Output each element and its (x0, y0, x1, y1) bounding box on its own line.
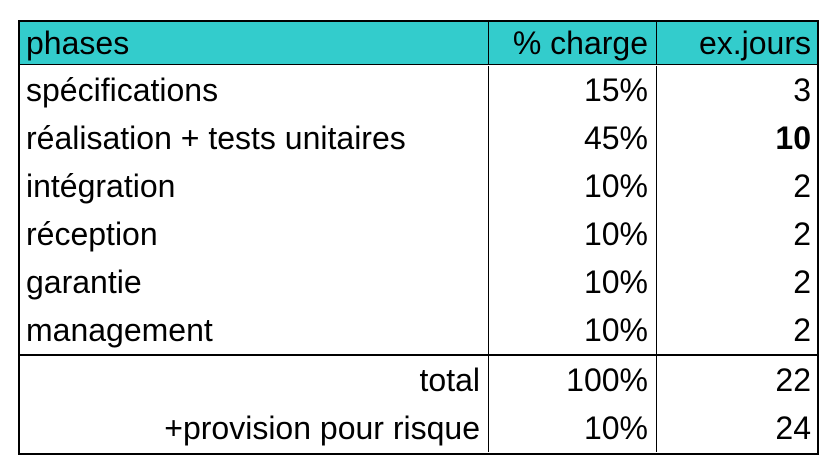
table-row: réalisation + tests unitaires 45% 10 (20, 114, 817, 162)
table-row: management 10% 2 (20, 306, 817, 354)
header-charge[interactable]: % charge (489, 22, 657, 64)
header-row: phases % charge ex.jours (20, 22, 817, 65)
charge-cell[interactable]: 10% (489, 162, 657, 210)
total-row: total 100% 22 (20, 356, 817, 404)
header-phases[interactable]: phases (20, 22, 489, 64)
total-charge[interactable]: 100% (489, 356, 657, 404)
phase-cell[interactable]: garantie (20, 258, 489, 306)
provision-label[interactable]: +provision pour risque (20, 404, 489, 452)
jours-cell[interactable]: 2 (793, 264, 811, 300)
charge-cell[interactable]: 10% (489, 210, 657, 258)
charge-cell[interactable]: 10% (489, 258, 657, 306)
phase-cell[interactable]: réception (20, 210, 489, 258)
jours-cell[interactable]: 2 (793, 312, 811, 348)
phase-cell[interactable]: réalisation + tests unitaires (20, 114, 489, 162)
total-separator (20, 354, 817, 356)
provision-row: +provision pour risque 10% 24 (20, 404, 817, 452)
provision-jours[interactable]: 24 (775, 410, 811, 446)
phase-cell[interactable]: intégration (20, 162, 489, 210)
table-row: réception 10% 2 (20, 210, 817, 258)
provision-charge[interactable]: 10% (489, 404, 657, 452)
total-label[interactable]: total (20, 356, 489, 404)
table-row: garantie 10% 2 (20, 258, 817, 306)
phases-table: phases % charge ex.jours spécifications … (18, 20, 819, 455)
jours-cell[interactable]: 2 (793, 168, 811, 204)
header-jours[interactable]: ex.jours (698, 25, 811, 61)
jours-cell[interactable]: 2 (793, 216, 811, 252)
phase-cell[interactable]: spécifications (20, 66, 489, 114)
total-jours[interactable]: 22 (775, 362, 811, 398)
charge-cell[interactable]: 10% (489, 306, 657, 354)
phase-cell[interactable]: management (20, 306, 489, 354)
jours-cell[interactable]: 3 (793, 72, 811, 108)
jours-cell[interactable]: 10 (775, 120, 811, 156)
charge-cell[interactable]: 45% (489, 114, 657, 162)
table-row: intégration 10% 2 (20, 162, 817, 210)
charge-cell[interactable]: 15% (489, 66, 657, 114)
table-row: spécifications 15% 3 (20, 66, 817, 114)
